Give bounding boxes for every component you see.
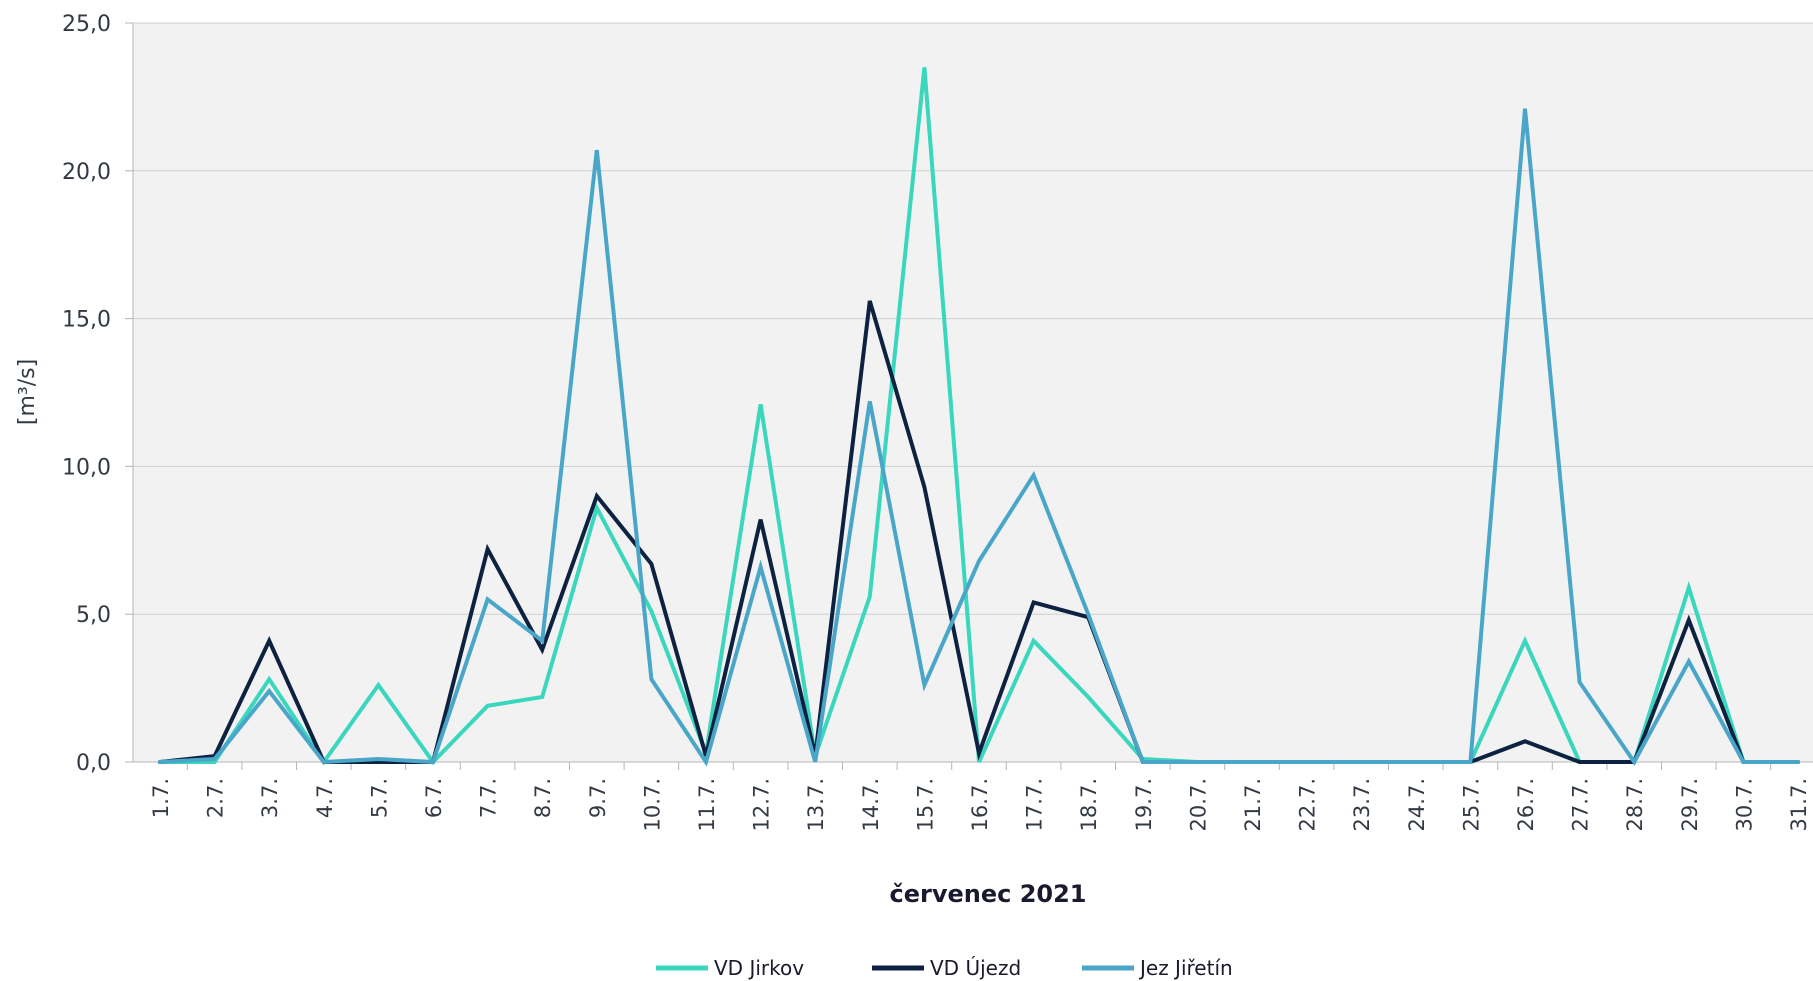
y-tick-label: 0,0 — [76, 751, 111, 776]
x-tick-label: 22.7. — [1296, 778, 1320, 831]
x-axis-title: červenec 2021 — [889, 880, 1086, 908]
y-tick-label: 5,0 — [76, 603, 111, 628]
x-tick-label: 10.7. — [640, 778, 664, 831]
x-tick-label: 13.7. — [804, 778, 828, 831]
x-tick-label: 7.7. — [477, 778, 501, 818]
x-tick-label: 4.7. — [313, 778, 337, 818]
x-tick-label: 17.7. — [1023, 778, 1047, 831]
plot-area — [133, 23, 1813, 762]
x-tick-label: 11.7. — [695, 778, 719, 831]
y-axis-title: [m³/s] — [15, 359, 40, 425]
x-tick-label: 3.7. — [258, 778, 282, 818]
x-tick-label: 6.7. — [422, 778, 446, 818]
y-tick-label: 20,0 — [62, 160, 111, 185]
x-tick-label: 25.7. — [1459, 778, 1483, 831]
x-axis-tick-labels: 1.7. 2.7. 3.7. 4.7. 5.7. 6.7. 7.7. 8.7. 9.7. 10.7… — [149, 778, 1811, 831]
gridlines — [125, 22, 1813, 763]
x-tick-label: 26.7. — [1514, 778, 1538, 831]
x-tick-label: 5.7. — [367, 778, 391, 818]
x-tick-label: 27.7. — [1569, 778, 1593, 831]
x-tick-label: 16.7. — [968, 778, 992, 831]
y-tick-label: 15,0 — [62, 308, 111, 333]
x-tick-label: 18.7. — [1077, 778, 1101, 831]
legend: VD Jirkov VD Újezd Jez Jiřetín — [656, 956, 1233, 980]
x-tick-label: 20.7. — [1186, 778, 1210, 831]
x-tick-label: 19.7. — [1132, 778, 1156, 831]
series-lines — [158, 67, 1800, 767]
x-tick-label: 31.7. — [1787, 778, 1811, 831]
legend-label: Jez Jiřetín — [1138, 956, 1233, 980]
x-tick-label: 21.7. — [1241, 778, 1265, 831]
x-tick-label: 1.7. — [149, 778, 173, 818]
x-tick-label: 28.7. — [1623, 778, 1647, 831]
x-tick-label: 24.7. — [1405, 778, 1429, 831]
x-tick-label: 29.7. — [1678, 778, 1702, 831]
x-tick-label: 8.7. — [531, 778, 555, 818]
x-tick-label: 12.7. — [750, 778, 774, 831]
series-line-2 — [158, 108, 1800, 767]
x-tick-label: 30.7. — [1732, 778, 1756, 831]
x-tick-label: 23.7. — [1350, 778, 1374, 831]
y-tick-label: 25,0 — [62, 12, 111, 37]
x-tick-label: 15.7. — [913, 778, 937, 831]
x-tick-label: 9.7. — [586, 778, 610, 818]
legend-label: VD Újezd — [930, 956, 1021, 980]
y-tick-label: 10,0 — [62, 455, 111, 480]
y-axis-tick-labels: 0,0 5,0 10,0 15,0 20,0 25,0 — [62, 12, 111, 776]
legend-label: VD Jirkov — [714, 956, 804, 980]
x-tick-label: 2.7. — [204, 778, 228, 818]
x-tick-label: 14.7. — [859, 778, 883, 831]
